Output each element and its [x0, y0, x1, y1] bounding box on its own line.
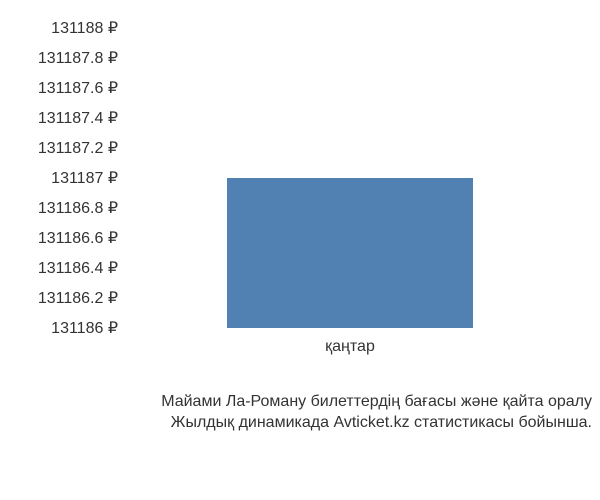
- price-bar-chart: 131188 ₽ 131187.8 ₽ 131187.6 ₽ 131187.4 ₽ 13…: [0, 0, 600, 500]
- chart-caption: Майами Ла-Роману билеттердің бағасы және…: [0, 391, 600, 440]
- y-tick-label: 131187.8 ₽: [38, 48, 126, 68]
- y-tick-label: 131188 ₽: [51, 18, 126, 38]
- bar: [227, 178, 473, 328]
- x-tick-label: қаңтар: [325, 328, 375, 356]
- y-tick-label: 131187.4 ₽: [38, 108, 126, 128]
- y-tick-label: 131186.2 ₽: [38, 288, 126, 308]
- caption-line-1: Майами Ла-Роману билеттердің бағасы және…: [0, 391, 592, 413]
- y-tick-label: 131186.4 ₽: [38, 258, 126, 278]
- y-tick-label: 131187.2 ₽: [38, 138, 126, 158]
- plot-area: 131188 ₽131187.8 ₽131187.6 ₽131187.4 ₽13…: [126, 28, 574, 328]
- y-tick-label: 131186.6 ₽: [38, 228, 126, 248]
- y-tick-label: 131186 ₽: [51, 318, 126, 338]
- y-tick-label: 131186.8 ₽: [38, 198, 126, 218]
- caption-line-2: Жылдық динамикада Avticket.kz статистика…: [0, 412, 592, 434]
- y-tick-label: 131187 ₽: [51, 168, 126, 188]
- y-tick-label: 131187.6 ₽: [38, 78, 126, 98]
